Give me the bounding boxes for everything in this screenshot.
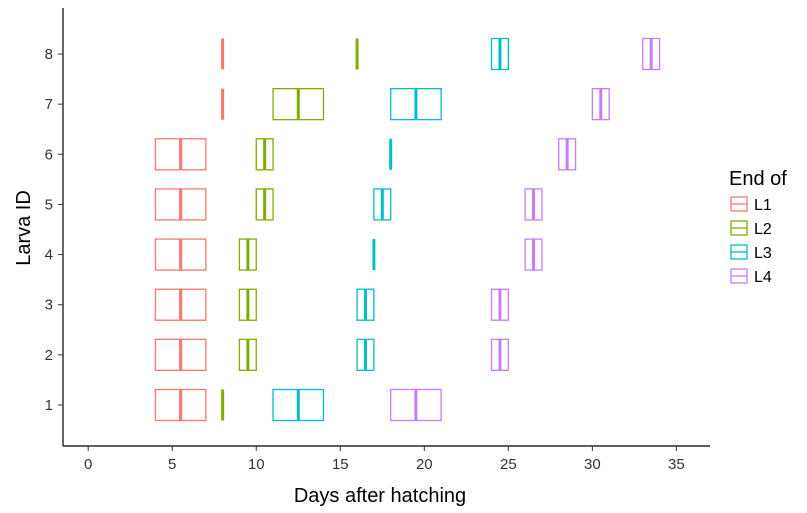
x-tick-label: 20: [416, 456, 433, 473]
legend-title: End of: [729, 168, 787, 190]
y-tick-label: 2: [45, 347, 53, 364]
x-tick-label: 5: [168, 456, 176, 473]
y-tick-label: 7: [45, 96, 53, 113]
y-tick-label: 1: [45, 397, 53, 414]
x-tick-label: 10: [248, 456, 265, 473]
legend: End of L1 L2 L3 L4: [729, 168, 787, 286]
legend-items: L1 L2 L3 L4: [730, 196, 772, 286]
y-tick-label: 5: [45, 196, 53, 213]
x-tick-label: 0: [84, 456, 92, 473]
y-tick-label: 8: [45, 46, 53, 63]
legend-label-l4: L4: [754, 269, 772, 286]
y-tick-label: 6: [45, 146, 53, 163]
x-tick-label: 30: [584, 456, 601, 473]
legend-label-l2: L2: [754, 221, 772, 238]
y-tick-label: 4: [45, 247, 53, 264]
x-axis-title: Days after hatching: [294, 485, 466, 507]
x-ticks: 0 5 10 15 20 25 30 35: [84, 446, 685, 473]
legend-label-l1: L1: [754, 197, 772, 214]
plot-area: [154, 37, 661, 422]
x-tick-label: 25: [500, 456, 517, 473]
y-tick-label: 3: [45, 297, 53, 314]
y-ticks: 1 2 3 4 5 6 7 8: [45, 46, 63, 414]
y-axis-title: Larva ID: [13, 190, 35, 266]
x-tick-label: 15: [332, 456, 349, 473]
x-tick-label: 35: [668, 456, 685, 473]
legend-label-l3: L3: [754, 245, 772, 262]
